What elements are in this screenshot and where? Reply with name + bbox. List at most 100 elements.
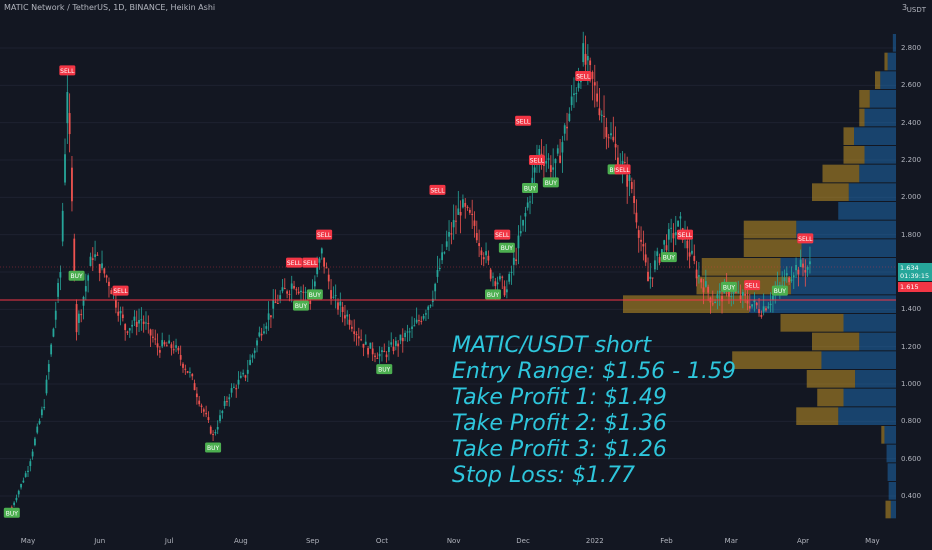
- candle-body: [637, 230, 640, 238]
- candle-body: [276, 302, 279, 304]
- buy-signal: BUY: [498, 242, 515, 253]
- buy-signal-label: BUY: [487, 292, 500, 299]
- candle-body: [309, 300, 312, 304]
- volume-profile-up-bar: [854, 127, 896, 145]
- candle-body: [455, 220, 457, 222]
- candle-body: [219, 415, 221, 422]
- volume-profile-down-bar: [881, 426, 885, 444]
- candle-body: [623, 161, 626, 163]
- candle-body: [792, 275, 795, 278]
- candle-body: [457, 208, 460, 215]
- current-price-value: 1.634: [900, 264, 919, 272]
- buy-signal-box: [720, 281, 737, 292]
- buy-signal-label: BUY: [774, 288, 787, 295]
- volume-profile-down-bar: [843, 146, 865, 164]
- candle-body: [804, 270, 807, 273]
- candle-body: [350, 326, 353, 329]
- volume-profile-down-bar: [817, 388, 844, 407]
- sell-signal-label: SELL: [798, 236, 813, 243]
- sell-signal: SELL: [286, 257, 303, 268]
- candle-body: [115, 300, 117, 308]
- candle-body: [154, 338, 157, 340]
- candle-body: [630, 182, 633, 189]
- sell-signal: SELL: [429, 184, 446, 195]
- candle-body: [68, 113, 71, 135]
- volume-profile-up-bar: [869, 90, 896, 108]
- candle-body: [198, 400, 201, 405]
- candle-body: [635, 212, 638, 223]
- candle-body: [87, 275, 90, 281]
- candle-body: [270, 315, 272, 318]
- price-axis-unit: USDT: [906, 6, 926, 14]
- price-axis-top-label: 3: [902, 3, 908, 12]
- candle-body: [195, 393, 198, 398]
- candle-body: [332, 296, 335, 298]
- sell-signal-label: SELL: [287, 260, 302, 267]
- candle-body: [207, 417, 210, 421]
- buy-signal: BUY: [771, 285, 788, 296]
- candle-body: [489, 269, 492, 279]
- candle-body: [61, 210, 64, 242]
- candle-body: [145, 322, 147, 324]
- candle-body: [43, 406, 46, 409]
- time-tick-label: Jul: [164, 537, 174, 545]
- candle-body: [697, 275, 700, 277]
- candle-body: [526, 202, 529, 208]
- sell-signal: SELL: [494, 229, 511, 240]
- volume-profile-down-bar: [732, 351, 822, 369]
- candle-body: [226, 401, 228, 403]
- candle-body: [591, 71, 594, 79]
- candle-body: [260, 333, 263, 336]
- candle-body: [40, 409, 43, 416]
- candle-body: [313, 281, 316, 287]
- sell-signal-box: [744, 280, 761, 291]
- candle-body: [633, 195, 636, 203]
- price-tick-label: 1.400: [901, 305, 922, 314]
- sell-signal: SELL: [316, 229, 333, 240]
- price-tick-label: 0.400: [901, 492, 922, 500]
- candle-body: [34, 438, 36, 446]
- candle-body: [249, 359, 251, 365]
- candle-body: [471, 213, 474, 216]
- candle-body: [538, 148, 541, 156]
- candle-body: [161, 340, 164, 347]
- candle-body: [716, 294, 719, 299]
- volume-profile-down-bar: [875, 71, 881, 89]
- buy-signal-label: BUY: [545, 180, 558, 187]
- candle-body: [626, 174, 629, 187]
- time-tick-label: Sep: [305, 537, 320, 545]
- candle-body: [674, 232, 677, 236]
- time-tick-label: Mar: [724, 537, 738, 545]
- sell-signal-label: SELL: [615, 167, 630, 174]
- candle-body: [242, 372, 245, 375]
- candle-body: [508, 274, 511, 282]
- candle-body: [566, 126, 568, 129]
- volume-profile-up-bar: [843, 388, 896, 407]
- sell-signal: SELL: [302, 257, 319, 268]
- sell-signal-box: [494, 229, 511, 240]
- candle-body: [501, 276, 504, 278]
- candle-body: [117, 311, 120, 316]
- candle-body: [693, 255, 696, 261]
- sell-signal: SELL: [515, 115, 532, 126]
- buy-signal-box: [660, 252, 677, 263]
- candle-body: [52, 328, 55, 337]
- buy-signal-label: BUY: [6, 510, 19, 517]
- candle-body: [327, 274, 330, 282]
- buy-signal-label: BUY: [309, 292, 322, 299]
- candle-body: [381, 350, 383, 353]
- buy-signal-label: BUY: [524, 186, 537, 193]
- buy-signal: BUY: [376, 364, 393, 375]
- candle-body: [258, 332, 261, 337]
- candle-body: [547, 158, 550, 160]
- candle-body: [121, 314, 124, 319]
- candle-body: [385, 354, 388, 358]
- candle-body: [570, 96, 573, 106]
- candle-body: [320, 248, 323, 254]
- candle-body: [31, 451, 34, 457]
- candle-body: [50, 344, 53, 355]
- candle-body: [427, 306, 430, 310]
- sell-signal-label: SELL: [303, 260, 318, 267]
- sell-signal: SELL: [575, 71, 592, 81]
